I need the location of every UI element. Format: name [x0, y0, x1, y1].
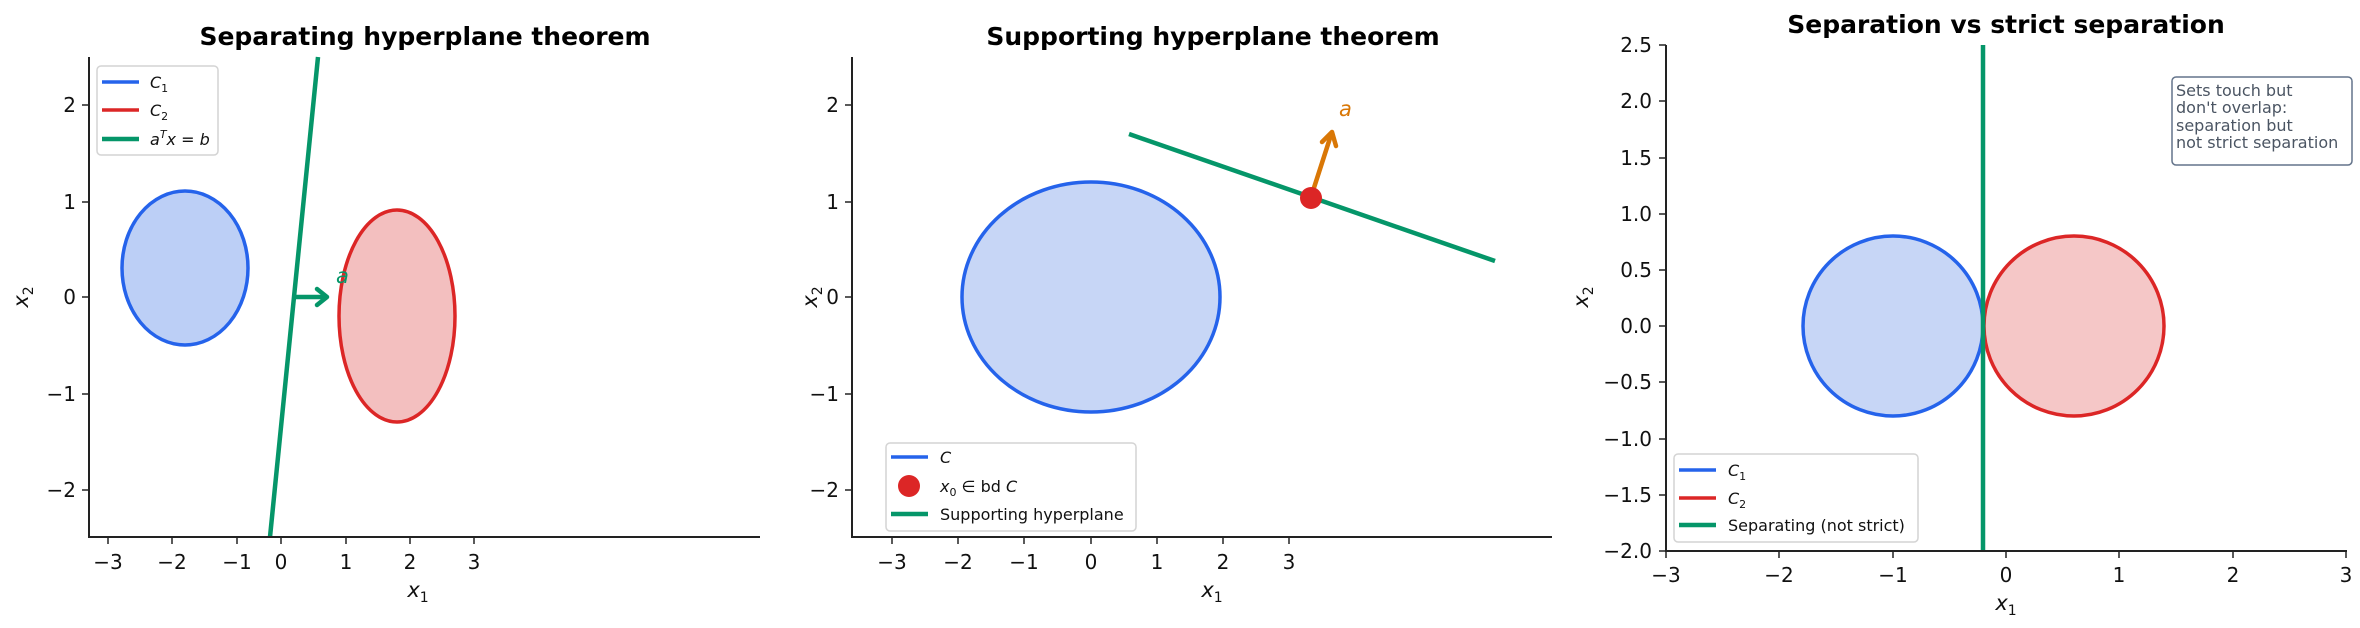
svg-text:−1: −1 — [1009, 550, 1038, 574]
legend-supporting-hyperplane: Supporting hyperplane — [940, 505, 1124, 524]
svg-text:2: 2 — [2227, 563, 2240, 587]
y-ticks: −2 −1 0 1 2 — [47, 93, 89, 502]
legend-c1: C1 — [1728, 461, 1746, 483]
svg-text:−1.0: −1.0 — [1603, 427, 1652, 451]
svg-text:−2: −2 — [157, 550, 186, 574]
x-axis-label: x1 — [1200, 578, 1222, 606]
legend-x0: x0 ∈ bd C — [939, 477, 1018, 499]
svg-text:−2.0: −2.0 — [1603, 539, 1652, 563]
svg-text:2: 2 — [826, 93, 839, 117]
svg-text:−2: −2 — [810, 478, 839, 502]
x-ticks: −3 −2 −1 0 1 2 3 — [1651, 551, 2352, 587]
legend: C x0 ∈ bd C Supporting hyperplane — [885, 442, 1137, 532]
set-c2 — [1982, 234, 2166, 418]
svg-text:3: 3 — [1283, 550, 1296, 574]
svg-text:−1: −1 — [1878, 563, 1907, 587]
svg-text:1: 1 — [1151, 550, 1164, 574]
svg-text:0.5: 0.5 — [1620, 258, 1652, 282]
chart-title: Supporting hyperplane theorem — [986, 22, 1439, 51]
svg-text:1: 1 — [340, 550, 353, 574]
svg-text:1: 1 — [2113, 563, 2126, 587]
x-ticks: −3 −2 −1 0 1 2 3 — [877, 537, 1295, 574]
svg-text:2: 2 — [404, 550, 417, 574]
legend-c1: C1 — [150, 73, 168, 95]
svg-text:−3: −3 — [1651, 563, 1680, 587]
legend-c: C — [940, 448, 952, 467]
svg-text:2.5: 2.5 — [1620, 33, 1652, 57]
svg-text:0.0: 0.0 — [1620, 314, 1652, 338]
svg-text:−1: −1 — [47, 382, 76, 406]
svg-text:−2: −2 — [1764, 563, 1793, 587]
svg-text:not strict separation: not strict separation — [2176, 133, 2338, 152]
panel-supporting-hyperplane: Supporting hyperplane theorem a −3 −2 −1 — [798, 22, 1552, 606]
normal-vector-arrow — [1308, 129, 1339, 198]
y-axis-label: x2 — [9, 286, 37, 308]
svg-text:3: 3 — [468, 550, 481, 574]
svg-text:Sets touch but: Sets touch but — [2176, 81, 2293, 100]
arrow-label-a: a — [1339, 97, 1352, 121]
svg-text:0: 0 — [826, 285, 839, 309]
legend: C1 C2 aTx = b — [96, 65, 219, 156]
svg-text:1.0: 1.0 — [1620, 202, 1652, 226]
set-c2 — [337, 208, 457, 424]
legend-c2: C2 — [150, 101, 168, 123]
svg-text:0: 0 — [1085, 550, 1098, 574]
svg-text:−1.5: −1.5 — [1603, 483, 1652, 507]
y-axis-label: x2 — [1569, 286, 1597, 308]
svg-text:−3: −3 — [877, 550, 906, 574]
svg-text:1: 1 — [826, 190, 839, 214]
svg-text:2: 2 — [63, 93, 76, 117]
y-ticks: −2.0 −1.5 −1.0 −0.5 0.0 0.5 1.0 1.5 2.0 … — [1603, 33, 1666, 563]
svg-text:2: 2 — [1217, 550, 1230, 574]
legend-hyperplane: aTx = b — [150, 128, 210, 149]
legend-separating: Separating (not strict) — [1728, 516, 1905, 535]
chart-title: Separation vs strict separation — [1787, 10, 2225, 39]
svg-text:−1: −1 — [222, 550, 251, 574]
y-axis-label: x2 — [798, 286, 826, 308]
svg-text:separation but: separation but — [2176, 116, 2293, 135]
svg-text:0: 0 — [2000, 563, 2013, 587]
x-axis-label: x1 — [406, 578, 428, 606]
svg-text:0: 0 — [63, 285, 76, 309]
svg-text:3: 3 — [2340, 563, 2353, 587]
panel-separating-hyperplane: Separating hyperplane theorem a −3 −2 −1 — [9, 22, 760, 606]
svg-text:−3: −3 — [93, 550, 122, 574]
svg-text:1.5: 1.5 — [1620, 146, 1652, 170]
svg-text:1: 1 — [63, 190, 76, 214]
svg-text:don't overlap:: don't overlap: — [2176, 98, 2287, 117]
panel-separation-vs-strict: Separation vs strict separation −3 −2 −1… — [1569, 10, 2353, 619]
set-c1 — [120, 189, 250, 347]
legend: C1 C2 Separating (not strict) — [1673, 453, 1919, 543]
x-axis-label: x1 — [1994, 591, 2016, 619]
svg-text:−2: −2 — [943, 550, 972, 574]
boundary-point-x0 — [1300, 187, 1322, 209]
set-c1 — [1801, 234, 1985, 418]
normal-vector-arrow — [294, 286, 330, 308]
svg-text:−0.5: −0.5 — [1603, 370, 1652, 394]
svg-text:−2: −2 — [47, 478, 76, 502]
legend-c2: C2 — [1728, 489, 1746, 511]
set-c — [960, 180, 1222, 414]
svg-text:2.0: 2.0 — [1620, 89, 1652, 113]
chart-title: Separating hyperplane theorem — [199, 22, 650, 51]
arrow-label-a: a — [336, 264, 349, 288]
svg-text:0: 0 — [275, 550, 288, 574]
x-ticks: −3 −2 −1 0 1 2 3 — [93, 537, 480, 574]
svg-text:−1: −1 — [810, 382, 839, 406]
y-ticks: −2 −1 0 1 2 — [810, 93, 852, 502]
annotation-note: Sets touch but don't overlap: separation… — [2171, 76, 2353, 166]
